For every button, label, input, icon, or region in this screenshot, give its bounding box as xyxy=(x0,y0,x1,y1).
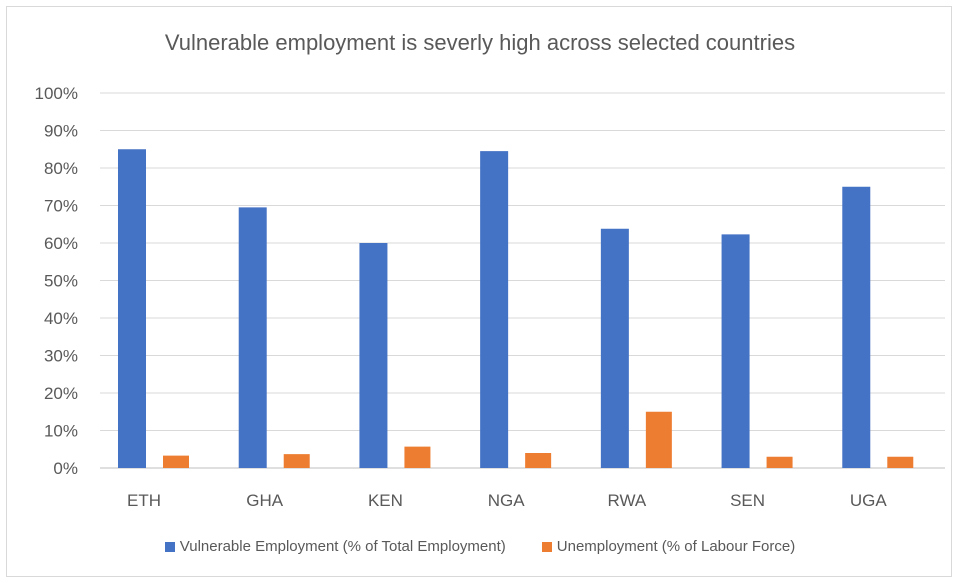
x-tick-label: UGA xyxy=(850,491,888,510)
bar-unemployment-gha xyxy=(283,454,310,468)
bar-vulnerable-uga xyxy=(842,186,871,468)
bar-unemployment-ken xyxy=(404,446,431,468)
y-tick-label: 60% xyxy=(44,234,78,253)
bar-unemployment-nga xyxy=(525,453,552,468)
legend-item-unemployment: Unemployment (% of Labour Force) xyxy=(541,538,796,555)
x-tick-label: NGA xyxy=(488,491,526,510)
y-tick-label: 100% xyxy=(35,84,78,103)
chart-frame xyxy=(6,6,952,577)
x-tick-label: KEN xyxy=(368,491,403,510)
x-tick-label: RWA xyxy=(607,491,646,510)
bar-vulnerable-sen xyxy=(721,234,750,468)
bar-vulnerable-rwa xyxy=(600,228,629,468)
legend-swatch-unemployment xyxy=(541,541,552,552)
y-tick-label: 30% xyxy=(44,347,78,366)
y-tick-label: 90% xyxy=(44,122,78,141)
bar-vulnerable-gha xyxy=(238,207,267,468)
y-tick-label: 20% xyxy=(44,384,78,403)
legend-item-vulnerable: Vulnerable Employment (% of Total Employ… xyxy=(164,538,506,555)
bar-vulnerable-ken xyxy=(359,243,388,468)
y-tick-label: 10% xyxy=(44,422,78,441)
y-tick-label: 50% xyxy=(44,272,78,291)
x-tick-label: GHA xyxy=(246,491,284,510)
x-tick-label: SEN xyxy=(730,491,765,510)
y-tick-label: 0% xyxy=(53,459,78,478)
bar-unemployment-sen xyxy=(766,456,793,468)
bar-unemployment-rwa xyxy=(645,411,672,468)
bar-unemployment-eth xyxy=(163,455,189,468)
legend-swatch-vulnerable xyxy=(164,541,175,552)
y-tick-label: 70% xyxy=(44,197,78,216)
chart-title: Vulnerable employment is severly high ac… xyxy=(164,30,796,55)
legend-label-unemployment: Unemployment (% of Labour Force) xyxy=(556,538,796,555)
chart-legend: Vulnerable Employment (% of Total Employ… xyxy=(0,538,960,555)
y-tick-label: 80% xyxy=(44,159,78,178)
x-tick-label: ETH xyxy=(127,491,161,510)
legend-label-vulnerable: Vulnerable Employment (% of Total Employ… xyxy=(179,538,506,555)
y-tick-label: 40% xyxy=(44,309,78,328)
bar-vulnerable-nga xyxy=(480,151,509,468)
bar-unemployment-uga xyxy=(887,456,914,468)
bar-vulnerable-eth xyxy=(118,149,146,468)
